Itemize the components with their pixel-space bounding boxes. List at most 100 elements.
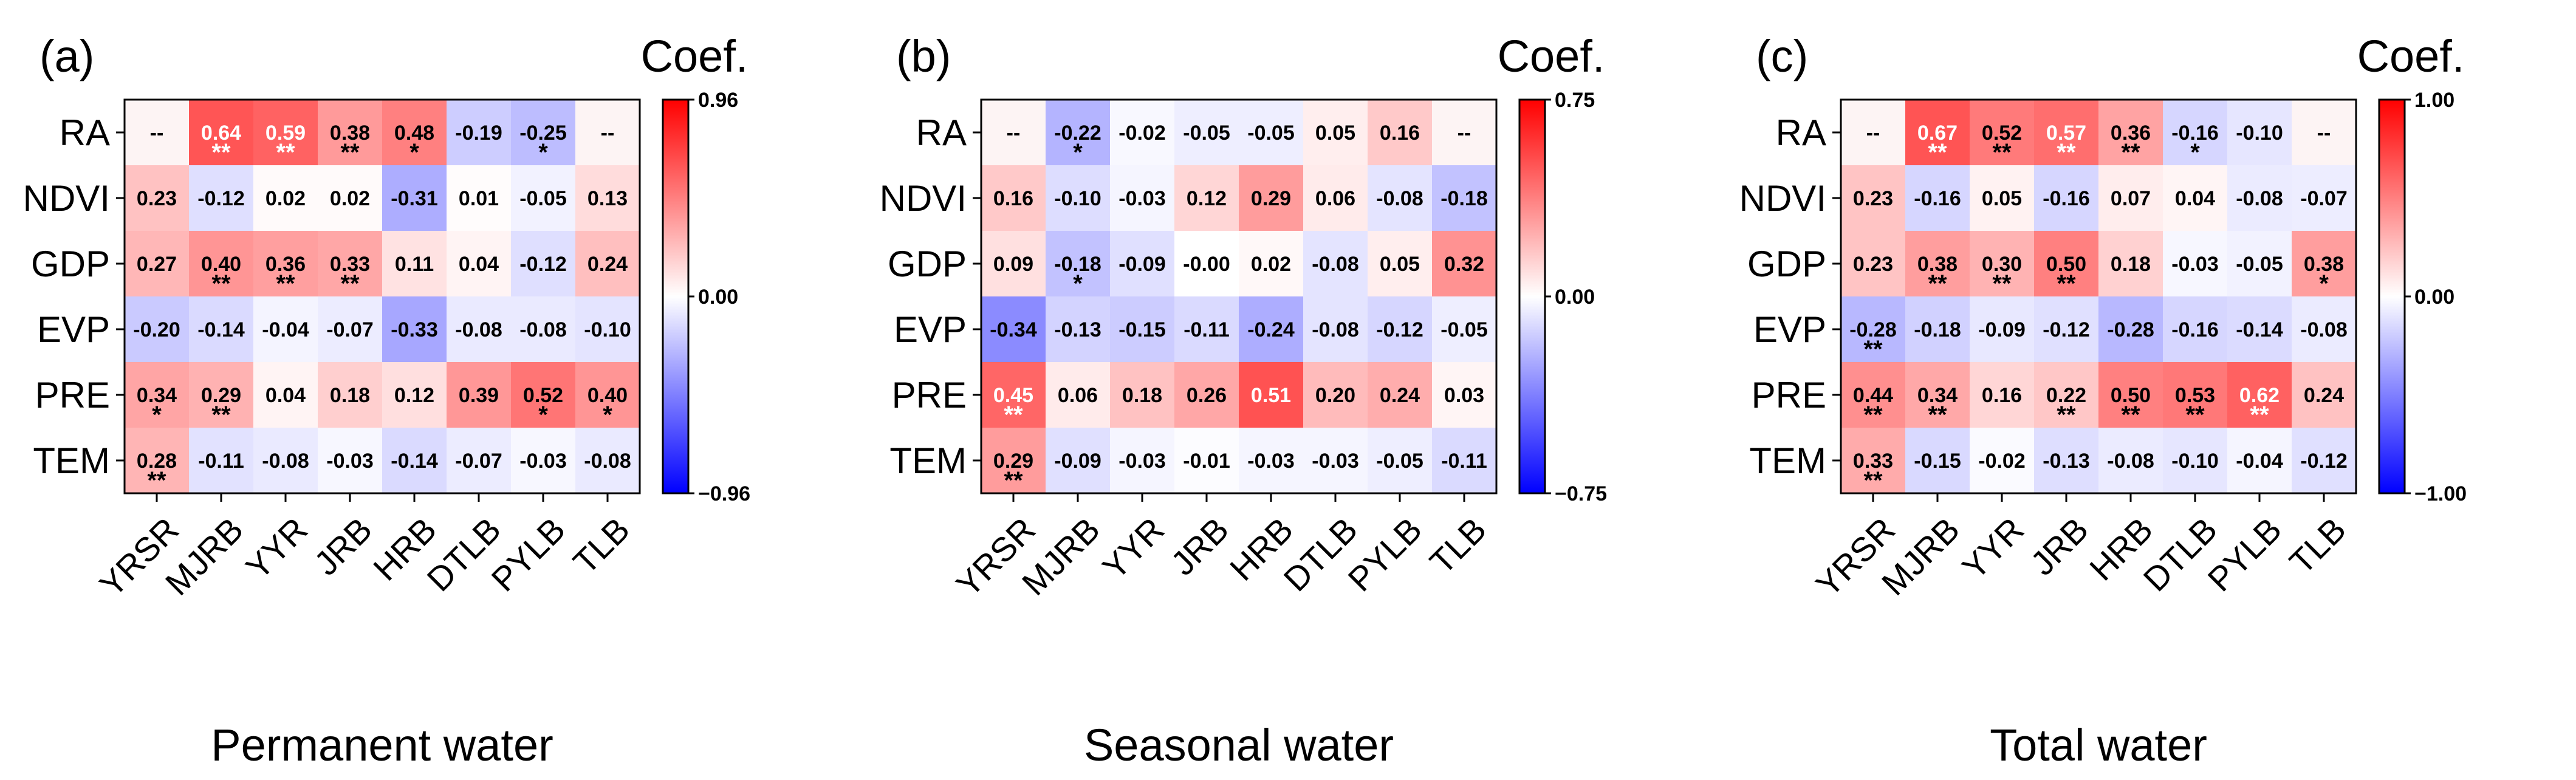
cell-value: -0.18 bbox=[1914, 318, 1961, 341]
cell-value: -0.05 bbox=[1247, 121, 1295, 145]
cell-value: 0.44 bbox=[1853, 384, 1893, 407]
heatmap-cell bbox=[2163, 165, 2228, 231]
cell-value: -0.07 bbox=[2300, 187, 2348, 210]
heatmap-cell bbox=[2034, 428, 2099, 494]
row-label: PRE bbox=[1752, 375, 1826, 416]
panel-label: (c) bbox=[1756, 31, 1808, 81]
cell-value: -0.10 bbox=[2236, 121, 2283, 145]
heatmap-cell bbox=[382, 428, 447, 494]
cell-value: -0.12 bbox=[197, 187, 245, 210]
heatmap-cell bbox=[253, 100, 318, 166]
cell-value: 0.45 bbox=[993, 384, 1033, 407]
heatmap-cell bbox=[318, 362, 383, 428]
column-label: YYR bbox=[1954, 510, 2031, 587]
cell-value: -- bbox=[2317, 121, 2331, 145]
cell-value: 0.36 bbox=[2111, 121, 2151, 145]
heatmap-cell bbox=[2098, 362, 2163, 428]
significance-mark: ** bbox=[1863, 402, 1883, 428]
heatmap-cell bbox=[1239, 428, 1304, 494]
significance-mark: ** bbox=[2121, 139, 2140, 166]
significance-mark: ** bbox=[276, 139, 295, 166]
heatmap-cell bbox=[511, 165, 576, 231]
cell-value: -0.33 bbox=[391, 318, 438, 341]
heatmap-cell bbox=[189, 165, 254, 231]
heatmap-cell bbox=[2034, 165, 2099, 231]
cell-value: 0.09 bbox=[993, 253, 1033, 276]
x-axis-label: Permanent water bbox=[211, 720, 553, 770]
heatmap-cell bbox=[1368, 296, 1433, 363]
heatmap-cell bbox=[1046, 428, 1111, 494]
heatmap-cell bbox=[253, 231, 318, 297]
cell-value: -0.16 bbox=[2171, 121, 2219, 145]
heatmap-cell bbox=[1239, 362, 1304, 428]
significance-mark: * bbox=[409, 139, 419, 166]
row-label: EVP bbox=[894, 309, 967, 350]
column-label: PYLB bbox=[2200, 510, 2289, 599]
heatmap-cell bbox=[447, 428, 512, 494]
cell-value: -0.05 bbox=[1440, 318, 1488, 341]
cell-value: 0.29 bbox=[1251, 187, 1291, 210]
significance-mark: ** bbox=[2250, 402, 2269, 428]
heatmap-cell bbox=[1046, 296, 1111, 363]
heatmap-cell bbox=[253, 296, 318, 363]
cell-value: -0.08 bbox=[519, 318, 567, 341]
row-label: PRE bbox=[35, 375, 110, 416]
heatmap-cell bbox=[1303, 165, 1368, 231]
cell-value: 0.67 bbox=[1917, 121, 1958, 145]
heatmap-cell bbox=[1905, 296, 1970, 363]
panel-1: -- -0.22*-0.02 -0.05 -0.05 0.05 0.16 --0.16 -0.… bbox=[880, 31, 1607, 770]
cell-value: 0.51 bbox=[1251, 384, 1291, 407]
cell-value: -0.20 bbox=[133, 318, 180, 341]
cell-value: -0.02 bbox=[1978, 450, 2026, 473]
heatmap-cell bbox=[189, 231, 254, 297]
cell-value: -- bbox=[601, 121, 615, 145]
significance-mark: * bbox=[603, 402, 612, 428]
heatmap-cell bbox=[1432, 231, 1497, 297]
significance-mark: * bbox=[1073, 139, 1083, 166]
cell-value: 0.01 bbox=[459, 187, 499, 210]
cell-value: -- bbox=[1458, 121, 1471, 145]
cell-value: 0.23 bbox=[1853, 187, 1893, 210]
cell-value: -0.34 bbox=[990, 318, 1037, 341]
cell-value: 0.04 bbox=[2175, 187, 2215, 210]
cell-value: 0.13 bbox=[587, 187, 628, 210]
column-label: JRB bbox=[1163, 510, 1236, 583]
heatmap-cell bbox=[318, 165, 383, 231]
significance-mark: ** bbox=[2185, 402, 2205, 428]
heatmap-cell bbox=[125, 100, 190, 166]
colorbar-tick-label: −1.00 bbox=[2414, 482, 2467, 505]
cell-value: 0.23 bbox=[1853, 253, 1893, 276]
cell-value: -0.10 bbox=[2171, 450, 2219, 473]
heatmap-cell bbox=[2292, 362, 2357, 428]
cell-value: 0.62 bbox=[2239, 384, 2280, 407]
heatmap-cell bbox=[1303, 362, 1368, 428]
heatmap-cell bbox=[2098, 428, 2163, 494]
cell-value: -0.12 bbox=[1376, 318, 1423, 341]
column-label: YYR bbox=[238, 510, 315, 587]
cell-value: 0.22 bbox=[2046, 384, 2086, 407]
heatmap-cell bbox=[447, 100, 512, 166]
cell-value: -0.11 bbox=[198, 450, 244, 473]
cell-value: -- bbox=[1007, 121, 1021, 145]
heatmap-cell bbox=[1432, 428, 1497, 494]
significance-mark: ** bbox=[340, 139, 360, 166]
cell-value: -0.16 bbox=[2043, 187, 2090, 210]
colorbar-title: Coef. bbox=[641, 31, 748, 81]
heatmap-cell bbox=[1905, 362, 1970, 428]
significance-mark: * bbox=[538, 402, 548, 428]
cell-value: -0.03 bbox=[1247, 450, 1295, 473]
heatmap-cell bbox=[2163, 100, 2228, 166]
heatmap-cell bbox=[447, 296, 512, 363]
cell-value: -0.03 bbox=[1312, 450, 1359, 473]
heatmap-cell bbox=[1368, 362, 1433, 428]
heatmap-cell bbox=[1239, 165, 1304, 231]
heatmap-cell bbox=[511, 428, 576, 494]
cell-value: 0.48 bbox=[394, 121, 434, 145]
heatmap-cell bbox=[1841, 100, 1906, 166]
cell-value: -0.01 bbox=[1183, 450, 1230, 473]
cell-value: 0.30 bbox=[1982, 253, 2022, 276]
row-label: RA bbox=[60, 112, 110, 153]
cell-value: 0.04 bbox=[265, 384, 306, 407]
cell-value: 0.32 bbox=[1444, 253, 1484, 276]
